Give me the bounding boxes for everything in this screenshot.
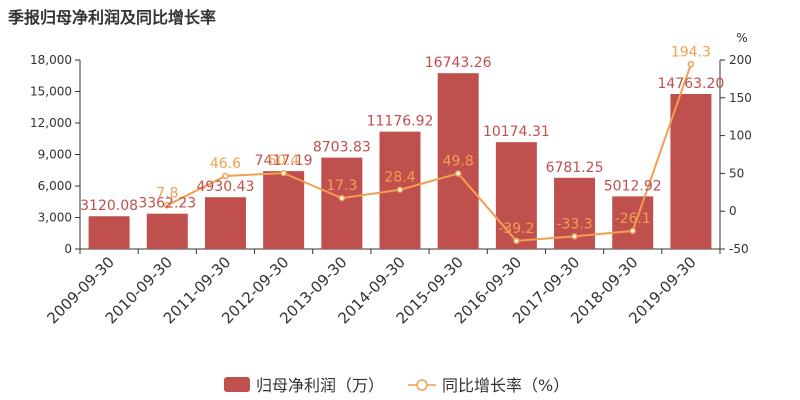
y-left-tick-label: 3,000 [38,211,72,225]
legend-swatch-bar [224,377,250,392]
growth-data-label: 28.4 [384,170,415,186]
y-right-tick-label: -50 [729,242,749,256]
bar [204,197,246,249]
growth-data-label: 49.8 [443,154,474,170]
growth-point [222,172,229,180]
growth-data-label: -33.3 [556,216,592,232]
chart-title: 季报归母净利润及同比增长率 [8,8,217,27]
bar-data-label: 14763.20 [658,76,725,92]
bar [146,213,188,249]
growth-data-label: 194.3 [671,44,711,60]
bar-data-label: 3120.08 [80,198,138,214]
bar-data-label: 4930.43 [197,179,255,195]
bar-data-label: 10174.31 [483,124,550,140]
y-right-tick-label: 50 [729,166,744,180]
legend-label-bar: 归母净利润（万） [256,376,384,395]
growth-line [166,63,692,242]
growth-point [629,227,636,235]
growth-data-label: 50.4 [268,153,299,169]
growth-point [338,194,346,202]
bar [670,93,712,250]
bar-data-label: 11176.92 [367,114,434,130]
bar [321,157,363,249]
growth-point [164,202,171,209]
bar-data-label: 6781.25 [546,160,604,176]
y-right-tick-label: 150 [729,91,752,105]
growth-data-label: 46.6 [210,156,241,172]
y-right-tick-label: 100 [729,129,752,143]
growth-point [513,237,520,245]
bar-data-label: 3362.23 [138,196,196,212]
growth-point [396,186,404,193]
growth-point [454,170,462,177]
y-left-tick-label: 12,000 [30,116,72,130]
bar-data-label: 7417.19 [255,153,313,169]
growth-data-label: 17.3 [326,178,357,194]
growth-data-label: 7.8 [156,185,178,201]
bar-data-label: 8703.83 [313,140,371,156]
bar [263,171,305,249]
y-right-tick-label: 200 [729,53,752,67]
legend-swatch-marker [416,379,428,391]
legend-label-line: 同比增长率（%） [442,376,569,395]
growth-data-label: -26.1 [615,211,651,227]
bar [437,73,479,249]
growth-point [280,169,287,177]
y-right-tick-label: 0 [729,204,737,218]
y-left-tick-label: 9,000 [38,148,72,162]
bar [612,196,654,249]
growth-point [571,233,578,240]
bar [88,216,130,249]
y-right-unit: % [736,31,747,45]
growth-point [687,61,695,68]
y-left-tick-label: 15,000 [30,85,72,99]
growth-data-label: -39.2 [498,221,534,237]
y-left-tick-label: 0 [64,242,72,256]
y-left-tick-label: 18,000 [30,53,72,67]
bar-data-label: 16743.26 [425,55,492,71]
bar [495,142,537,249]
y-left-tick-label: 6,000 [38,179,72,193]
bar-data-label: 5012.92 [604,178,662,194]
